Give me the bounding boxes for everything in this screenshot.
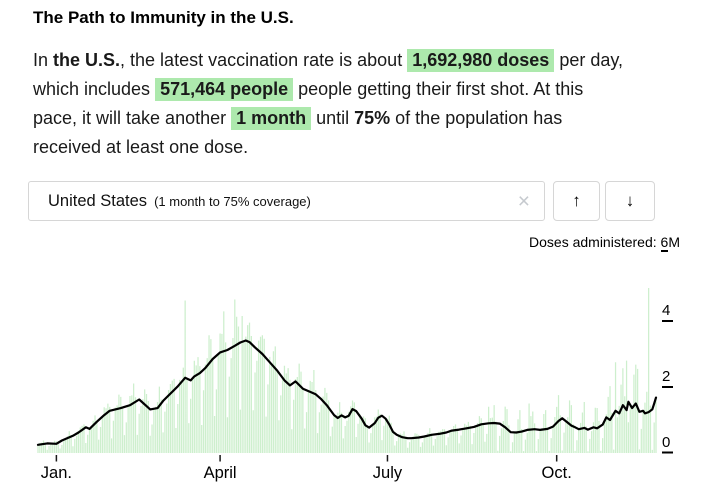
text-segment: people getting their first shot. At this… [33,79,584,128]
x-axis-tick-label: July [373,464,403,482]
seven-day-average-line [36,339,658,446]
x-axis-tick-mark [386,455,389,462]
x-axis-tick-label: April [204,464,237,482]
next-result-button[interactable]: ↓ [605,181,655,221]
text-segment: 75% [354,108,391,128]
text-segment: per day, which includes [33,50,624,99]
x-axis-tick-label: Jan. [41,464,72,482]
text-segment: the U.S. [53,50,121,70]
text-segment: of the population has received at least … [33,108,563,157]
x-axis-tick-mark [219,455,221,462]
doses-administered-legend: Doses administered: 6M [529,234,680,252]
clear-icon[interactable]: × [517,189,530,213]
y-axis-tick-mark [662,320,673,322]
arrow-up-icon: ↑ [572,191,581,210]
page-title: The Path to Immunity in the U.S. [33,8,294,27]
highlight-value: 571,464 people [155,78,294,101]
x-axis-tick-mark [555,455,558,462]
x-axis-tick-label: Oct. [542,464,572,482]
highlight-value: 1,692,980 doses [407,49,555,72]
previous-result-button[interactable]: ↑ [553,181,600,221]
y-axis-max-unit: M [668,234,680,250]
y-axis-max-tick-label: 6 [660,234,669,252]
text-segment: until [311,108,355,128]
country-search-box[interactable]: United States (1 month to 75% coverage) … [28,181,545,221]
text-segment: , the latest vaccination rate is about [120,50,408,70]
y-axis-tick-label: 0 [662,434,670,451]
x-axis-tick-mark [55,455,58,462]
highlight-value: 1 month [231,107,312,130]
summary-text: In the U.S., the latest vaccination rate… [33,46,623,162]
y-axis-tick-label: 4 [662,302,670,319]
daily-doses-bars [37,288,657,453]
coverage-estimate: (1 month to 75% coverage) [154,193,311,209]
text-segment: In [33,50,54,70]
selected-country: United States [48,191,148,210]
y-axis-tick-mark [662,451,673,454]
chart-axes: 0 2 4 Jan. April July Oct. [41,302,673,482]
arrow-down-icon: ↓ [625,191,635,210]
doses-administered-chart[interactable]: 0 2 4 Jan. April July Oct. [0,250,724,496]
y-axis-tick-mark [662,386,673,388]
legend-label: Doses administered: [529,234,657,250]
y-axis-tick-label: 2 [662,368,670,385]
